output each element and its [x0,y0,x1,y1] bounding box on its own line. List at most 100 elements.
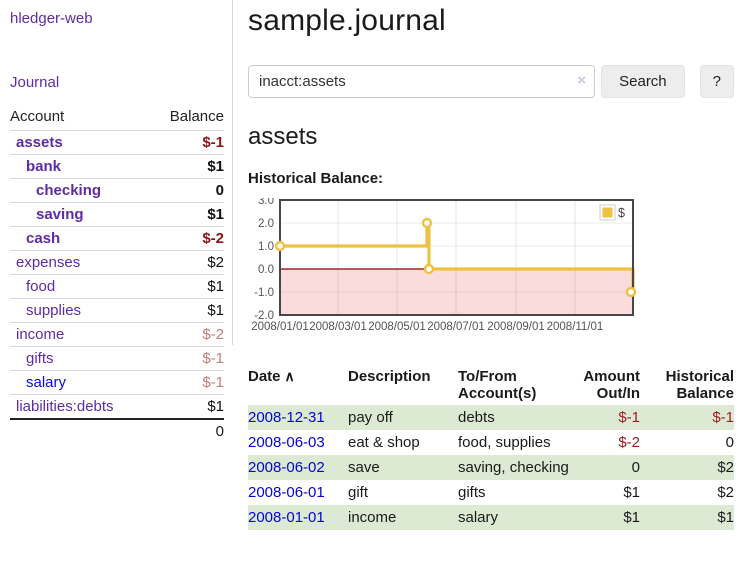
account-balance: $1 [150,154,224,179]
account-link-liabilities-debts[interactable]: liabilities:debts [16,398,114,415]
register-header-row: Date ∧ Description To/From Account(s) Amo… [248,366,734,405]
search-input[interactable] [248,65,596,98]
transaction-balance: $-1 [712,409,734,426]
page-title: sample.journal [248,4,446,37]
accounts-header-balance: Balance [169,108,224,125]
account-link-salary[interactable]: salary [26,374,67,391]
transaction-amount: 0 [631,459,640,476]
svg-text:1.0: 1.0 [258,241,274,253]
register-header-date[interactable]: Date ∧ [248,368,295,385]
account-row: cash $-2 [10,226,224,251]
data-point-marker [274,240,286,252]
register-row: 2008-01-01 income salary $1 $1 [248,505,734,530]
transaction-amount: $-1 [618,409,640,426]
account-link-food[interactable]: food [26,278,56,295]
account-row: supplies $1 [10,298,224,323]
transaction-date-link[interactable]: 2008-06-01 [248,484,325,501]
svg-text:2008/11/01: 2008/11/01 [547,321,604,333]
svg-text:-2.0: -2.0 [254,310,274,322]
account-row: liabilities:debts $1 [10,394,224,419]
transaction-amount: $1 [623,509,640,526]
transaction-description: save [348,459,380,476]
transaction-amount: $-2 [618,434,640,451]
account-balance: $1 [150,298,224,323]
transaction-date-link[interactable]: 2008-01-01 [248,509,325,526]
account-row: gifts $-1 [10,346,224,371]
transaction-accounts: saving, checking [458,459,569,476]
account-link-saving[interactable]: saving [36,206,84,223]
account-row: assets $-1 [10,130,224,155]
transaction-date-link[interactable]: 2008-06-03 [248,434,325,451]
historical-balance-chart[interactable]: $3.0 2.0 1.0 0.0 -1.0 -2.0 2008/01/01 2008/03/0… [248,195,640,343]
data-point-marker [421,217,433,229]
account-link-expenses[interactable]: expenses [16,254,81,271]
search-box: × [248,65,596,98]
transaction-description: gift [348,484,369,501]
account-balance: $-1 [150,370,224,395]
account-balance: $-2 [150,226,224,251]
svg-text:2008/05/01: 2008/05/01 [368,321,426,333]
svg-text:3.0: 3.0 [258,198,274,207]
svg-text:$: $ [618,206,625,220]
main-content: sample.journal × Search ? assets Histori… [233,0,742,530]
help-button[interactable]: ? [699,65,734,98]
account-link-assets[interactable]: assets [16,134,63,151]
app-title-link[interactable]: hledger-web [10,10,93,27]
account-balance: $-2 [150,322,224,347]
register-row: 2008-06-02 save saving, checking 0 $2 [248,455,734,480]
clear-search-icon[interactable]: × [577,72,587,89]
register-header-description: Description [348,368,431,385]
account-link-cash[interactable]: cash [26,230,61,247]
nav-journal-link[interactable]: Journal [10,74,60,91]
transaction-date-link[interactable]: 2008-06-02 [248,459,325,476]
svg-text:2.0: 2.0 [258,218,274,230]
transaction-description: income [348,509,397,526]
negative-region [280,269,633,315]
account-balance: $1 [150,394,224,419]
transaction-date-link[interactable]: 2008-12-31 [248,409,325,426]
account-row: income $-2 [10,322,224,347]
sidebar: hledger-web Journal Account Balance asse… [0,0,232,443]
accounts-header-account: Account [10,108,65,125]
transaction-balance: $2 [717,459,734,476]
register-row: 2008-06-03 eat & shop food, supplies $-2 0 [248,430,734,455]
account-link-checking[interactable]: checking [36,182,102,199]
transaction-accounts: debts [458,409,495,426]
register-row: 2008-06-01 gift gifts $1 $2 [248,480,734,505]
account-balance: $1 [150,202,224,227]
account-link-supplies[interactable]: supplies [26,302,82,319]
account-link-income[interactable]: income [16,326,65,343]
search-button[interactable]: Search [601,65,685,98]
account-balance: $2 [150,250,224,275]
svg-text:2008/03/01: 2008/03/01 [309,321,367,333]
account-balance: $-1 [150,346,224,371]
account-row: salary $-1 [10,370,224,395]
transaction-balance: $1 [717,509,734,526]
account-row: checking 0 [10,178,224,203]
account-link-bank[interactable]: bank [26,158,62,175]
account-link-gifts[interactable]: gifts [26,350,54,367]
account-balance: $-1 [150,130,224,155]
transaction-accounts: salary [458,509,499,526]
accounts-table: Account Balance assets $-1 bank $1 checking 0… [10,106,224,443]
chart-legend: $ [597,203,632,222]
sidebar-divider [232,0,233,345]
chart-title: Historical Balance: [248,170,384,187]
search-form: × Search ? [248,65,734,98]
svg-text:2008/09/01: 2008/09/01 [487,321,545,333]
account-row: expenses $2 [10,250,224,275]
svg-text:-1.0: -1.0 [254,287,274,299]
accounts-total-row: 0 [10,418,224,443]
register-table: Date ∧ Description To/From Account(s) Amo… [248,366,734,530]
account-balance: 0 [150,178,224,203]
register-header-accounts: To/From Account(s) [458,368,537,402]
sort-ascending-icon: ∧ [284,368,295,384]
svg-text:2008/01/01: 2008/01/01 [251,321,309,333]
account-row: bank $1 [10,154,224,179]
transaction-accounts: gifts [458,484,486,501]
register-header-amount: Amount Out/In [583,368,640,402]
register-header-balance: Historical Balance [665,368,734,402]
account-row: saving $1 [10,202,224,227]
account-row: food $1 [10,274,224,299]
svg-text:0.0: 0.0 [258,264,274,276]
